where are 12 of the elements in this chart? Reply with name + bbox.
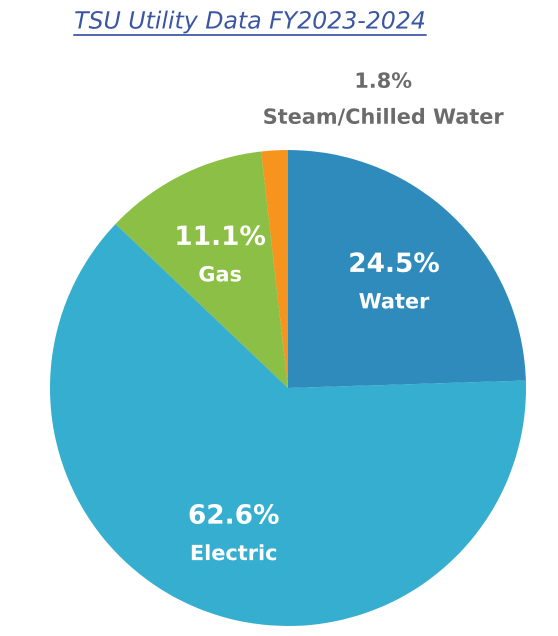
pie-slice: [50, 224, 526, 626]
data-label: 11.1%: [177, 225, 266, 246]
chart-title: TSU Utility Data FY2023-2024: [75, 10, 424, 34]
pie-slice: [288, 150, 526, 388]
slice-label: Gas: [199, 266, 241, 282]
slice-label: Steam/Chilled Water: [264, 108, 504, 126]
slice-label: Electric: [192, 544, 276, 560]
data-label: 1.8%: [356, 72, 412, 88]
slice-label: Water: [359, 293, 430, 309]
data-label: 62.6%: [190, 504, 279, 524]
pie-slice: [116, 152, 288, 388]
data-label: 24.5%: [350, 252, 439, 272]
